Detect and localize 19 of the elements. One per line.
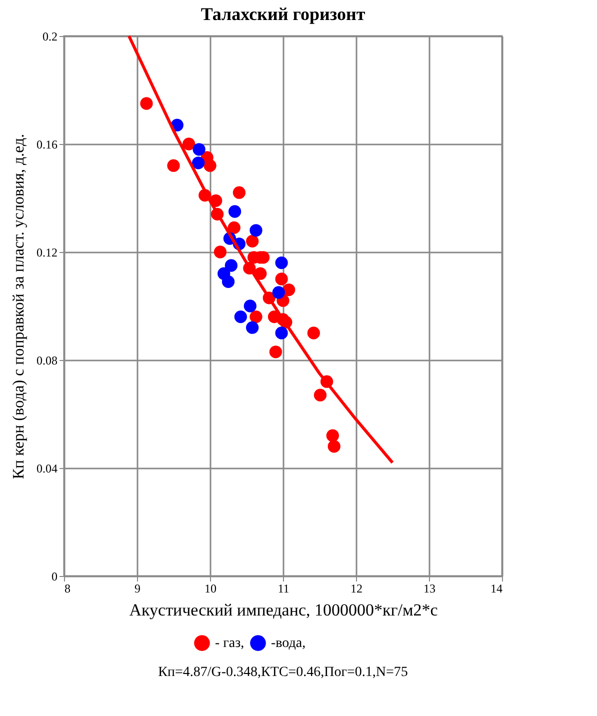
x-axis-title: Акустический импеданс, 1000000*кг/м2*с — [129, 600, 438, 620]
y-axis-title: Кп керн (вода) с поправкой за пласт. условия, д.ед. — [10, 134, 28, 480]
chart-title: Талахский горизонт — [200, 4, 366, 24]
x-tick-label: 10 — [204, 582, 216, 596]
y-tick-label: 0.12 — [36, 246, 58, 260]
x-tick-label: 9 — [134, 582, 140, 596]
text: Кп=4.87/G-0.348,КТС=0.46,Пог=0.1,N=75 — [158, 665, 408, 680]
y-tick-label: 0 — [52, 570, 58, 584]
x-tick-label: 13 — [424, 582, 436, 596]
legend-label: - газ, — [215, 636, 244, 652]
y-tick-label: 0.04 — [36, 462, 58, 476]
x-tick-label: 8 — [64, 582, 70, 596]
y-tick-label: 0.2 — [42, 30, 58, 44]
x-tick-label: 14 — [490, 582, 502, 596]
x-tick-label: 11 — [278, 582, 290, 596]
legend-label: -вода, — [271, 636, 306, 652]
y-tick-label: 0.16 — [36, 138, 58, 152]
y-tick-label: 0.08 — [36, 354, 58, 368]
x-tick-label: 12 — [350, 582, 362, 596]
